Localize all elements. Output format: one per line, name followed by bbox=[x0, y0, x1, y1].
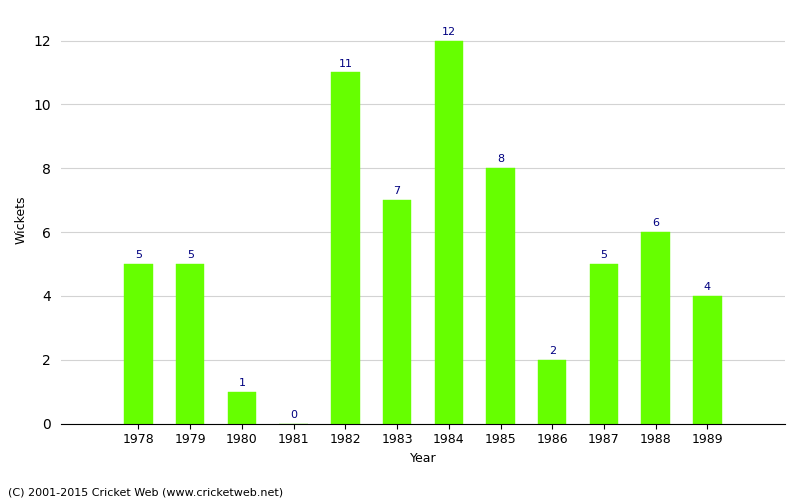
Bar bbox=[124, 264, 153, 424]
X-axis label: Year: Year bbox=[410, 452, 436, 465]
Text: 1: 1 bbox=[238, 378, 246, 388]
Bar bbox=[176, 264, 205, 424]
Text: 5: 5 bbox=[135, 250, 142, 260]
Bar bbox=[228, 392, 256, 424]
Text: 11: 11 bbox=[338, 58, 352, 68]
Text: 7: 7 bbox=[394, 186, 401, 196]
Bar bbox=[383, 200, 411, 424]
Text: 2: 2 bbox=[549, 346, 556, 356]
Text: 12: 12 bbox=[442, 26, 456, 36]
Text: (C) 2001-2015 Cricket Web (www.cricketweb.net): (C) 2001-2015 Cricket Web (www.cricketwe… bbox=[8, 488, 283, 498]
Bar bbox=[538, 360, 566, 424]
Text: 5: 5 bbox=[186, 250, 194, 260]
Text: 0: 0 bbox=[290, 410, 297, 420]
Bar bbox=[486, 168, 514, 424]
Bar bbox=[434, 40, 463, 424]
Text: 4: 4 bbox=[704, 282, 711, 292]
Y-axis label: Wickets: Wickets bbox=[15, 195, 28, 244]
Bar bbox=[693, 296, 722, 424]
Text: 6: 6 bbox=[652, 218, 659, 228]
Bar bbox=[590, 264, 618, 424]
Text: 5: 5 bbox=[601, 250, 607, 260]
Bar bbox=[331, 72, 359, 424]
Bar bbox=[642, 232, 670, 424]
Text: 8: 8 bbox=[497, 154, 504, 164]
